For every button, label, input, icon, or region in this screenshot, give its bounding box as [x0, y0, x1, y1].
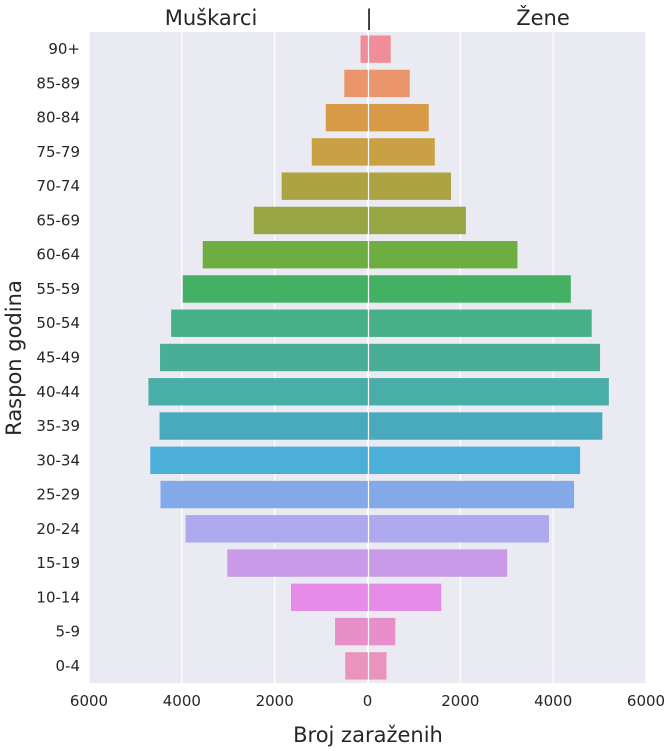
bar-left-35-39: [159, 412, 368, 440]
x-axis-label: Broj zaraženih: [293, 723, 443, 747]
bar-right-10-14: [367, 583, 442, 612]
y-tick-label: 40-44: [36, 383, 80, 401]
bar-left-45-49: [160, 343, 368, 372]
x-tick-label: 0: [363, 692, 373, 710]
y-tick-label: 0-4: [56, 657, 81, 675]
y-tick-label: 30-34: [36, 451, 80, 469]
y-tick-label: 60-64: [36, 246, 80, 264]
y-axis-label: Raspon godina: [2, 280, 26, 436]
x-tick-label: 4000: [534, 692, 572, 710]
bar-right-60-64: [367, 241, 518, 269]
bar-right-85-89: [367, 69, 410, 98]
bar-right-15-19: [367, 549, 508, 577]
bar-left-0-4: [345, 652, 368, 680]
bar-left-70-74: [281, 172, 368, 200]
female-side-label: Žene: [516, 5, 570, 30]
bar-left-20-24: [185, 515, 368, 543]
bar-right-30-34: [367, 446, 581, 474]
bar-right-90+: [367, 35, 391, 63]
y-tick-label: 65-69: [36, 211, 80, 229]
bar-left-60-64: [202, 241, 368, 269]
bar-right-65-69: [367, 206, 466, 235]
bar-right-35-39: [367, 412, 603, 440]
y-tick-label: 80-84: [36, 109, 80, 127]
bar-left-15-19: [227, 549, 368, 577]
bar-left-75-79: [311, 138, 368, 166]
x-tick-label: 4000: [163, 692, 201, 710]
center-separator-label: |: [365, 6, 372, 31]
bar-left-90+: [360, 35, 368, 63]
bar-left-25-29: [160, 480, 368, 509]
bar-right-20-24: [367, 515, 549, 543]
y-tick-label: 45-49: [36, 349, 80, 367]
y-tick-label: 15-19: [36, 554, 80, 572]
y-tick-label: 70-74: [36, 177, 80, 195]
bar-right-75-79: [367, 138, 435, 166]
bar-left-5-9: [335, 617, 368, 646]
bar-right-0-4: [367, 652, 387, 680]
x-tick-label: 2000: [441, 692, 479, 710]
bar-right-25-29: [367, 480, 575, 509]
bar-right-40-44: [367, 378, 609, 406]
y-tick-label: 5-9: [56, 623, 81, 641]
bar-left-40-44: [148, 378, 368, 406]
y-tick-label: 50-54: [36, 314, 80, 332]
bar-left-55-59: [182, 275, 368, 303]
bar-right-55-59: [367, 275, 571, 303]
bar-right-80-84: [367, 103, 429, 132]
bar-left-10-14: [290, 583, 368, 612]
bar-right-50-54: [367, 309, 592, 337]
y-tick-label: 35-39: [36, 417, 80, 435]
bar-left-85-89: [344, 69, 368, 98]
y-tick-label: 75-79: [36, 143, 80, 161]
bar-left-50-54: [171, 309, 368, 337]
bar-left-80-84: [325, 103, 368, 132]
bar-left-65-69: [253, 206, 368, 235]
x-tick-label: 6000: [627, 692, 665, 710]
bar-right-5-9: [367, 617, 396, 646]
bar-right-70-74: [367, 172, 452, 200]
y-tick-label: 90+: [48, 40, 80, 58]
x-tick-label: 6000: [70, 692, 108, 710]
y-tick-label: 10-14: [36, 588, 80, 606]
y-tick-label: 20-24: [36, 520, 80, 538]
x-tick-label: 2000: [256, 692, 294, 710]
y-tick-label: 55-59: [36, 280, 80, 298]
bar-left-30-34: [150, 446, 368, 474]
y-tick-label: 25-29: [36, 486, 80, 504]
male-side-label: Muškarci: [165, 6, 258, 30]
bar-right-45-49: [367, 343, 601, 372]
y-tick-label: 85-89: [36, 74, 80, 92]
